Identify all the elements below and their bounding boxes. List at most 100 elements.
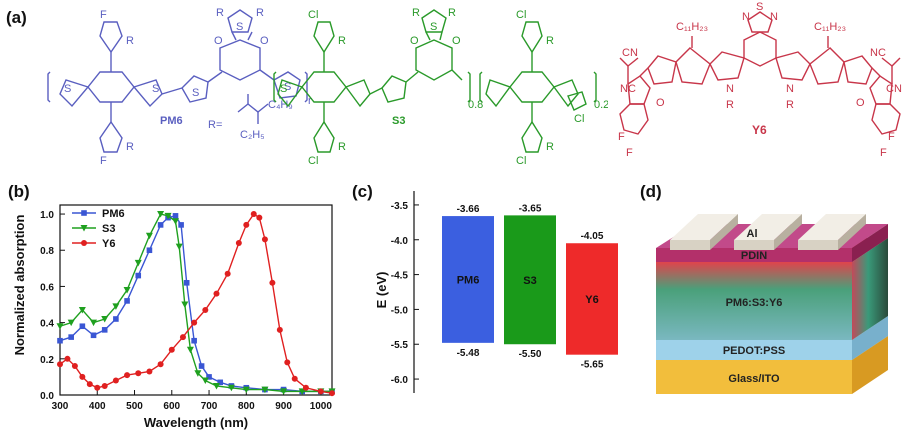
abs-series-line-pm6	[59, 215, 332, 393]
abs-point-pm6	[57, 337, 63, 344]
pm6-c2h5: C₂H₅	[240, 129, 265, 141]
abs-point-s3	[112, 303, 120, 310]
energy-lumo-label-y6: -4.05	[581, 231, 604, 242]
abs-point-y6	[329, 390, 335, 397]
abs-plot-frame	[59, 204, 333, 396]
pm6-o-right: O	[260, 35, 269, 47]
layer-label-active: PM6:S3:Y6	[726, 297, 783, 309]
s3-cl-end: Cl	[574, 113, 584, 125]
s3-r-top-left: R	[338, 35, 346, 47]
s3-fraction-1: 0.8	[468, 99, 483, 111]
abs-point-pm6	[135, 272, 142, 279]
abs-point-s3	[181, 301, 189, 309]
pm6-r-bdd-right: R	[256, 7, 264, 19]
panel-label-d: (d)	[640, 182, 662, 201]
abs-point-pm6	[68, 334, 74, 340]
abs-point-s3	[186, 346, 194, 354]
abs-point-y6	[261, 236, 268, 243]
abs-point-s3	[134, 259, 142, 267]
pm6-s-bdd: S	[236, 21, 243, 33]
abs-ytick-label: 0.4	[40, 319, 54, 330]
pm6-f-top: F	[100, 9, 107, 21]
legend-label-pm6: PM6	[102, 208, 125, 220]
legend-label-y6: Y6	[102, 238, 115, 250]
abs-point-pm6	[217, 379, 224, 386]
abs-point-s3	[164, 212, 172, 220]
abs-point-y6	[94, 384, 101, 391]
abs-xtick-label: 600	[163, 401, 180, 412]
pm6-o-left: O	[214, 35, 223, 47]
abs-point-y6	[250, 211, 257, 218]
pm6-c4h9: C₄H₉	[268, 99, 293, 111]
s3-cl-top-left: Cl	[308, 9, 318, 21]
abs-xtick-label: 500	[126, 401, 143, 412]
abs-point-y6	[269, 279, 276, 286]
abs-point-s3	[280, 388, 288, 395]
abs-point-s3	[175, 243, 183, 251]
abs-point-y6	[71, 363, 78, 370]
energy-ytick-label: -4.5	[391, 271, 409, 282]
y6-o-left: O	[656, 97, 665, 109]
pm6-f-bottom: F	[100, 155, 107, 167]
y6-r-right: R	[786, 99, 794, 111]
abs-xtick-label: 1000	[310, 401, 333, 412]
abs-point-y6	[124, 372, 131, 379]
s3-cl-bottom-left: Cl	[308, 155, 318, 167]
s3-r-bottom-left: R	[338, 141, 346, 153]
energy-ytick-label: -4.0	[391, 236, 409, 247]
abs-point-y6	[146, 368, 153, 375]
s3-s-bdt-left: S	[280, 83, 287, 95]
pm6-s-right: S	[284, 81, 291, 93]
abs-xlabel: Wavelength (nm)	[144, 415, 248, 430]
abs-xtick-label: 400	[89, 401, 106, 412]
abs-ytick-label: 0.6	[40, 282, 54, 293]
abs-point-pm6	[90, 332, 97, 339]
abs-point-pm6	[101, 327, 108, 333]
energy-ytick-label: -5.0	[391, 305, 409, 316]
pm6-s-linker: S	[192, 87, 199, 99]
pm6-r-bdd-left: R	[216, 7, 224, 19]
energy-ytick-label: -6.0	[391, 375, 409, 386]
pm6-r-eq: R=	[208, 119, 222, 131]
abs-xtick-label: 900	[275, 401, 292, 412]
y6-f-left-2: F	[626, 147, 633, 159]
pm6-name: PM6	[160, 115, 183, 127]
abs-point-s3	[67, 319, 75, 327]
abs-point-s3	[157, 211, 165, 218]
abs-point-pm6	[146, 247, 153, 254]
s3-cl-top-right: Cl	[516, 9, 526, 21]
s3-name: S3	[392, 115, 405, 127]
abs-ylabel: Normalized absorption	[12, 215, 27, 356]
y6-f-right-2: F	[880, 147, 887, 159]
abs-point-pm6	[157, 222, 164, 228]
s3-o-right: O	[452, 35, 461, 47]
abs-point-pm6	[172, 213, 179, 219]
abs-xtick-label: 300	[52, 401, 69, 412]
device-stack-diagram: Al PDIN PM6:S3:Y6 PEDOT:PSS Glass/ITO	[656, 214, 888, 394]
abs-point-s3	[194, 370, 202, 377]
y6-r-left: R	[726, 99, 734, 111]
layer-label-pedot: PEDOT:PSS	[723, 345, 785, 357]
abs-point-y6	[86, 381, 93, 388]
abs-point-pm6	[183, 280, 190, 286]
abs-point-pm6	[178, 222, 184, 228]
energy-homo-label-pm6: -5.48	[457, 348, 480, 359]
panel-label-c: (c)	[352, 182, 373, 201]
legend-marker-s3	[80, 225, 88, 232]
layer-label-glass: Glass/ITO	[728, 373, 780, 385]
abs-ytick-label: 0.0	[40, 391, 54, 402]
y6-cn-right: CN	[886, 83, 902, 95]
abs-point-pm6	[198, 363, 205, 369]
y6-structure: S N N C₁₁H₂₃ C₁₁H₂₃ N N R R NC CN NC CN …	[618, 1, 902, 159]
abs-point-y6	[112, 377, 119, 384]
abs-point-y6	[157, 361, 164, 368]
energy-lumo-label-pm6: -3.66	[457, 204, 480, 215]
abs-point-y6	[179, 334, 186, 341]
abs-point-y6	[101, 382, 108, 389]
abs-point-y6	[235, 240, 242, 246]
s3-r-bdd-right: R	[448, 7, 456, 19]
abs-xtick-label: 700	[201, 401, 218, 412]
s3-r-top-right: R	[546, 35, 554, 47]
panel-label-b: (b)	[8, 182, 30, 201]
s3-r-bdd-left: R	[412, 7, 420, 19]
